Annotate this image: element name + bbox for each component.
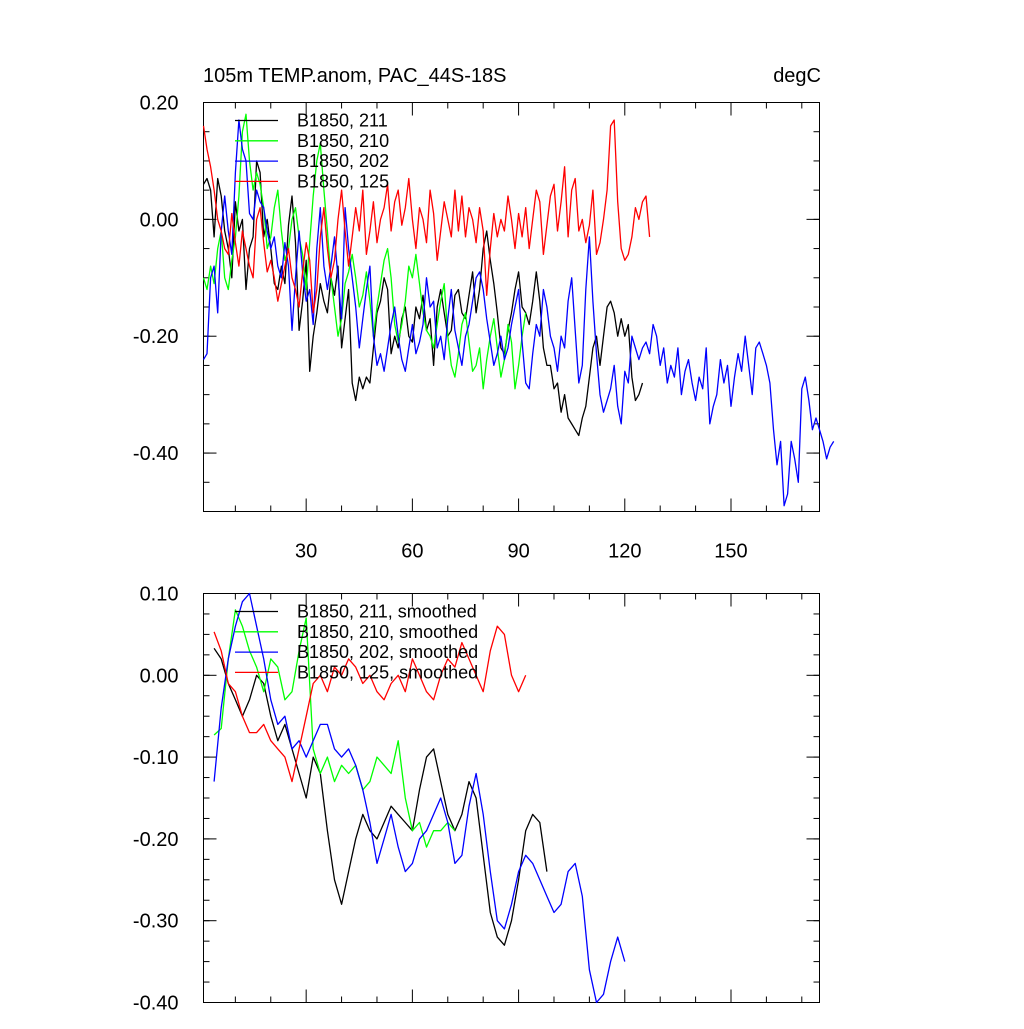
top-panel-title: 105m TEMP.anom, PAC_44S-18S: [203, 65, 507, 87]
y-tick-label: -0.30: [133, 911, 179, 933]
series-line-3: [213, 625, 527, 783]
x-tick-label: 150: [714, 541, 747, 563]
bottom-panel-ticks: 0.10 0.00 -0.10 -0.20 -0.30 -0.40: [133, 584, 820, 1015]
series-line-2: [213, 592, 626, 1004]
bottom-panel-frame: [203, 593, 820, 1003]
series-line-1: [202, 113, 527, 390]
y-tick-label: 0.00: [140, 665, 179, 687]
y-tick-label: -0.20: [133, 326, 179, 348]
x-tick-label: 90: [507, 541, 529, 563]
bottom-panel-series: [213, 592, 626, 1004]
y-tick-label: 0.00: [140, 209, 179, 231]
x-tick-label: 120: [608, 541, 641, 563]
series-line-2: [202, 119, 835, 507]
legend-label-3: B1850, 125: [297, 171, 389, 191]
legend-label-3: B1850, 125, smoothed: [297, 662, 478, 682]
series-line-3: [202, 119, 651, 314]
y-tick-label: 0.10: [140, 584, 179, 606]
legend-label-2: B1850, 202: [297, 151, 389, 171]
series-line-0: [202, 160, 644, 437]
y-tick-label: -0.40: [133, 443, 179, 465]
legend-label-0: B1850, 211, smoothed: [297, 602, 477, 622]
top-panel: 105m TEMP.anom, PAC_44S-18S degC 0.20 0.0…: [133, 65, 835, 563]
legend-label-1: B1850, 210: [297, 131, 389, 151]
series-line-1: [213, 609, 456, 848]
legend-label-0: B1850, 211: [297, 111, 388, 131]
y-tick-label: -0.10: [133, 747, 179, 769]
x-tick-label: 30: [295, 541, 317, 563]
legend-label-2: B1850, 202, smoothed: [297, 642, 478, 662]
y-tick-label: -0.40: [133, 993, 179, 1015]
series-line-0: [213, 647, 548, 946]
x-tick-label: 60: [401, 541, 423, 563]
legend-label-1: B1850, 210, smoothed: [297, 622, 478, 642]
y-tick-label: -0.20: [133, 829, 179, 851]
top-panel-units: degC: [773, 65, 821, 87]
bottom-panel: 0.10 0.00 -0.10 -0.20 -0.30 -0.40 B1850, 211,…: [133, 584, 820, 1015]
y-tick-label: 0.20: [140, 93, 179, 115]
top-panel-ticks: 0.20 0.00 -0.20 -0.40 30 60 90 120 150: [133, 93, 820, 563]
top-panel-frame: [203, 102, 820, 512]
top-panel-series: [202, 113, 835, 507]
